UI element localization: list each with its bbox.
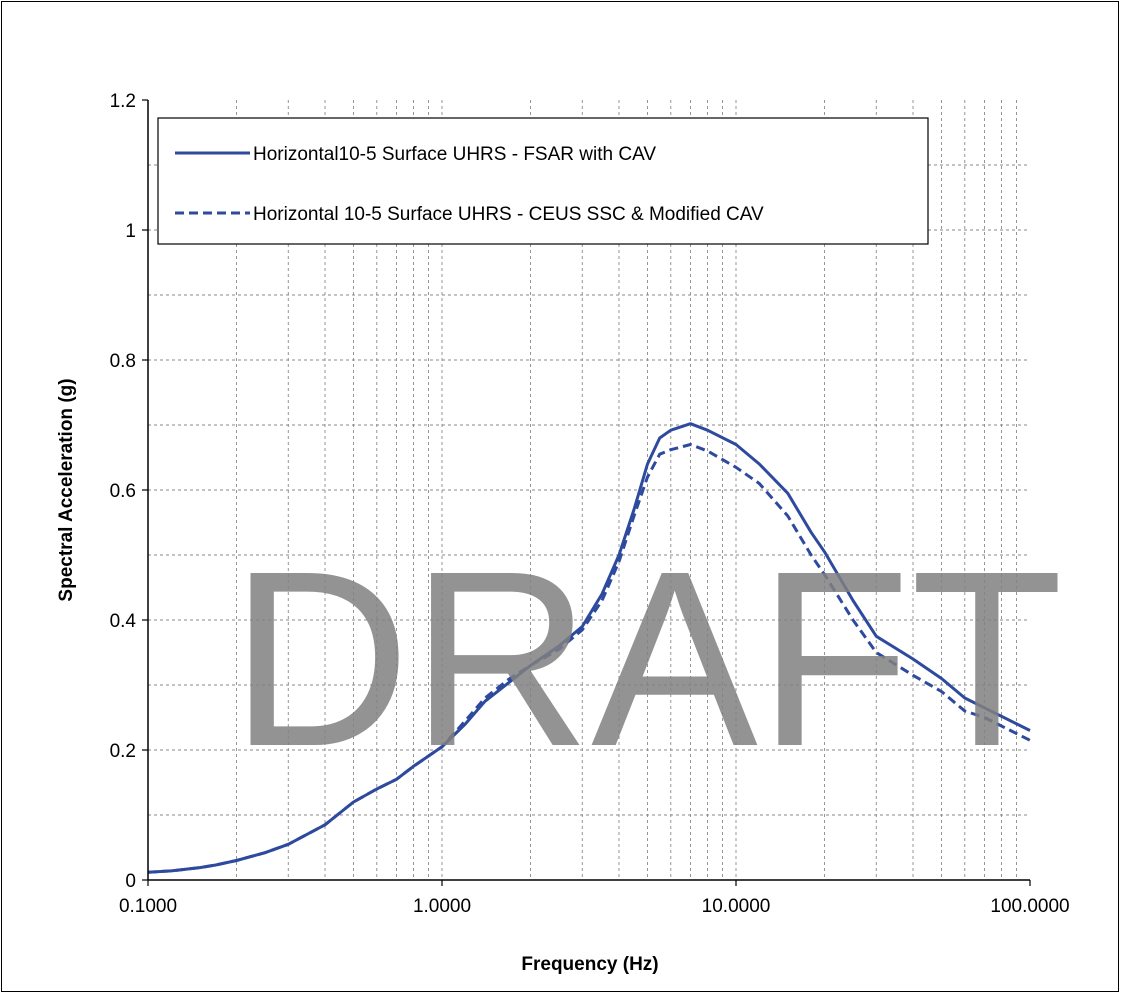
x-tick-label: 1.0000: [413, 896, 471, 917]
y-tick-label: 0.2: [110, 741, 136, 762]
y-tick-label: 0.6: [110, 481, 136, 502]
watermark: DRAFT: [230, 519, 1063, 798]
y-tick-label: 1: [125, 221, 136, 242]
tick-labels: 0 0.2 0.4 0.6 0.8 1 1.2 0.1000 1.0000 10.0000 100.…: [110, 91, 1070, 917]
y-tick-label: 1.2: [110, 91, 136, 112]
grid-lines: [148, 100, 1030, 880]
legend-label-fsar: Horizontal10-5 Surface UHRS - FSAR with …: [253, 144, 656, 165]
x-tick-label: 0.1000: [119, 896, 177, 917]
axes: [142, 99, 1031, 886]
legend-label-ceus: Horizontal 10-5 Surface UHRS - CEUS SSC …: [253, 204, 764, 225]
y-tick-label: 0: [125, 871, 136, 892]
y-axis-title: Spectral Acceleration (g): [56, 378, 77, 601]
x-tick-label: 10.0000: [702, 896, 771, 917]
y-tick-label: 0.4: [110, 611, 137, 632]
legend: Horizontal10-5 Surface UHRS - FSAR with …: [157, 117, 929, 245]
x-tick-label: 100.0000: [990, 896, 1069, 917]
series-lines: [147, 422, 1031, 874]
x-axis-title: Frequency (Hz): [521, 954, 658, 975]
series-line-ceus: [147, 443, 1031, 874]
legend-box: [157, 117, 929, 245]
y-tick-label: 0.8: [110, 351, 136, 372]
